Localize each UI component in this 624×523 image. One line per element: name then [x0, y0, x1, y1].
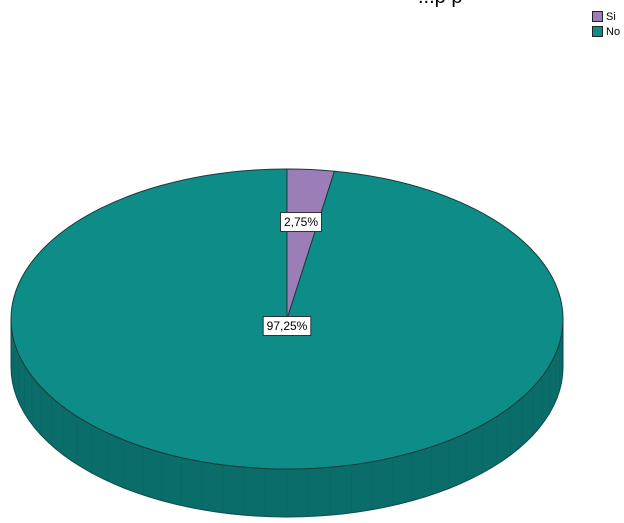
data-label-si: 2,75%	[280, 212, 322, 232]
data-label-si-box	[280, 212, 322, 232]
data-label-no-text: 97,25%	[267, 319, 308, 333]
data-label-no-box	[262, 316, 312, 336]
data-label-si-text: 2,75%	[284, 215, 318, 229]
legend-label-no: No	[606, 25, 621, 38]
chart-title-fragment: ...p p	[418, 0, 462, 9]
data-label-no: 97,25%	[262, 316, 312, 336]
legend-item-si: Si	[592, 9, 620, 24]
legend-label-si: Si	[606, 10, 616, 23]
legend: Si No	[592, 9, 620, 39]
legend-swatch-si	[592, 11, 603, 22]
legend-item-no: No	[592, 24, 620, 39]
legend-swatch-no	[592, 26, 603, 37]
